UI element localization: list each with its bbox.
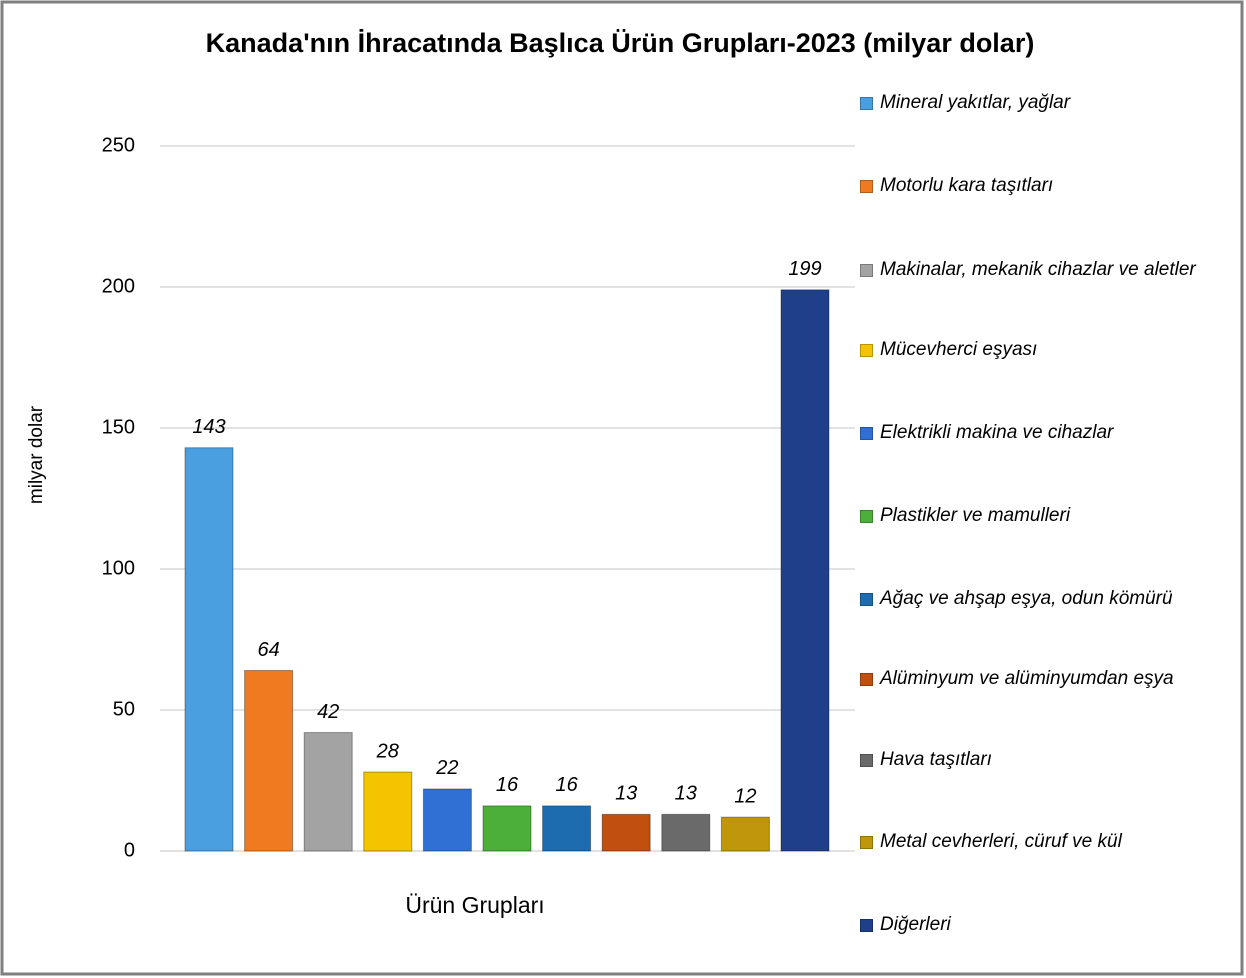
legend-item: Ağaç ve ahşap eşya, odun kömürü <box>860 586 1205 612</box>
legend-swatch <box>860 754 873 767</box>
legend-swatch <box>860 427 873 440</box>
legend-swatch <box>860 344 873 357</box>
value-label: 22 <box>435 757 458 779</box>
x-axis-title: Ürün Grupları <box>405 892 544 918</box>
chart-title: Kanada'nın İhracatında Başlıca Ürün Grup… <box>206 28 1035 58</box>
y-tick-label: 200 <box>102 275 135 297</box>
value-label: 42 <box>317 701 339 723</box>
legend-item: Mineral yakıtlar, yağlar <box>860 90 1205 116</box>
value-label: 12 <box>734 785 756 807</box>
bar <box>482 805 532 852</box>
value-label: 143 <box>192 416 225 438</box>
bar <box>542 805 592 852</box>
y-tick-label: 0 <box>124 839 135 861</box>
legend-label: Motorlu kara taşıtları <box>880 175 1054 196</box>
legend-label: Plastikler ve mamulleri <box>880 505 1071 526</box>
value-label: 13 <box>615 783 637 805</box>
y-axis-title: milyar dolar <box>26 405 47 504</box>
legend-label: Makinalar, mekanik cihazlar ve aletler <box>880 259 1196 280</box>
y-tick-label: 150 <box>102 416 135 438</box>
value-label: 28 <box>376 740 399 762</box>
legend-swatch <box>860 836 873 849</box>
y-tick-label: 100 <box>102 557 135 579</box>
value-label: 199 <box>788 258 821 280</box>
legend-item: Plastikler ve mamulleri <box>860 503 1205 529</box>
legend-swatch <box>860 510 873 523</box>
y-tick-label: 250 <box>102 134 135 156</box>
legend-item: Metal cevherleri, cüruf ve kül <box>860 829 1205 855</box>
bar <box>244 670 294 852</box>
bar <box>184 447 234 852</box>
legend-swatch <box>860 97 873 110</box>
legend-swatch <box>860 264 873 277</box>
legend-label: Alüminyum ve alüminyumdan eşya <box>880 668 1174 689</box>
bar <box>720 816 770 852</box>
legend-item: Elektrikli makina ve cihazlar <box>860 420 1205 446</box>
bar <box>661 813 711 852</box>
legend-item: Mücevherci eşyası <box>860 337 1205 363</box>
legend-label: Elektrikli makina ve cihazlar <box>880 422 1114 443</box>
legend-label: Mineral yakıtlar, yağlar <box>880 92 1071 113</box>
legend-swatch <box>860 673 873 686</box>
y-tick-label: 50 <box>113 698 135 720</box>
legend-swatch <box>860 180 873 193</box>
legend-label: Ağaç ve ahşap eşya, odun kömürü <box>880 588 1173 609</box>
bar <box>363 771 413 852</box>
legend-label: Mücevherci eşyası <box>880 339 1038 360</box>
legend-item: Motorlu kara taşıtları <box>860 173 1205 199</box>
bar <box>601 813 651 852</box>
legend-label: Metal cevherleri, cüruf ve kül <box>880 831 1122 852</box>
legend-item: Makinalar, mekanik cihazlar ve aletler <box>860 257 1205 283</box>
legend-swatch <box>860 593 873 606</box>
legend-label: Hava taşıtları <box>880 749 992 770</box>
value-label: 16 <box>555 774 578 796</box>
bar <box>422 788 472 852</box>
value-label: 13 <box>675 783 697 805</box>
legend-item: Alüminyum ve alüminyumdan eşya <box>860 666 1205 692</box>
legend-item: Diğerleri <box>860 912 1205 938</box>
bar <box>780 289 830 852</box>
legend-item: Hava taşıtları <box>860 747 1205 773</box>
value-label: 16 <box>496 774 519 796</box>
legend-label: Diğerleri <box>880 914 951 935</box>
bar <box>303 732 353 852</box>
legend-swatch <box>860 919 873 932</box>
value-label: 64 <box>257 639 279 661</box>
